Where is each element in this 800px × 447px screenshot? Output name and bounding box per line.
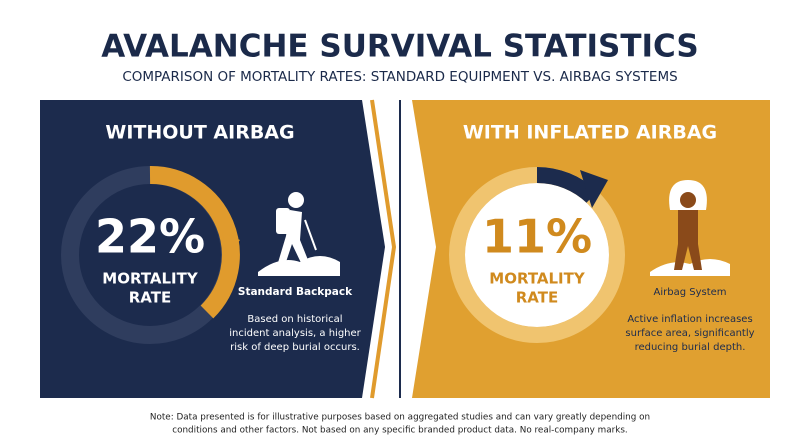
footer-note: Note: Data presented is for illustrative… <box>150 413 650 423</box>
hiker-icon <box>258 192 340 276</box>
ring-arrowhead <box>580 170 608 208</box>
stat-label: RATE <box>516 289 558 307</box>
left-panel <box>40 100 385 398</box>
subtitle: COMPARISON OF MORTALITY RATES: STANDARD … <box>122 69 677 85</box>
panel-heading: WITHOUT AIRBAG <box>105 122 294 144</box>
description: risk of deep burial occurs. <box>230 342 360 353</box>
description: Based on historical <box>247 314 342 325</box>
stat: 11% <box>482 210 592 264</box>
description: incident analysis, a higher <box>229 328 361 339</box>
stat-label: MORTALITY <box>102 270 199 288</box>
title: AVALANCHE SURVIVAL STATISTICS <box>101 29 698 65</box>
stat-label: MORTALITY <box>489 270 586 288</box>
description: reducing burial depth. <box>635 342 746 353</box>
panel-heading: WITH INFLATED AIRBAG <box>463 122 717 144</box>
icon-label: Airbag System <box>653 287 726 298</box>
description: surface area, significantly <box>625 328 754 339</box>
footer-note: conditions and other factors. Not based … <box>172 426 627 436</box>
icon-label: Standard Backpack <box>238 286 353 298</box>
airbag-icon <box>650 180 730 276</box>
description: Active inflation increases <box>627 314 752 325</box>
ring-center <box>465 183 609 327</box>
stat: 22% <box>95 210 205 264</box>
stat-label: RATE <box>129 289 171 307</box>
ring-arrowhead <box>222 232 240 256</box>
left-chevron <box>370 99 397 399</box>
ring-arc <box>149 165 240 319</box>
